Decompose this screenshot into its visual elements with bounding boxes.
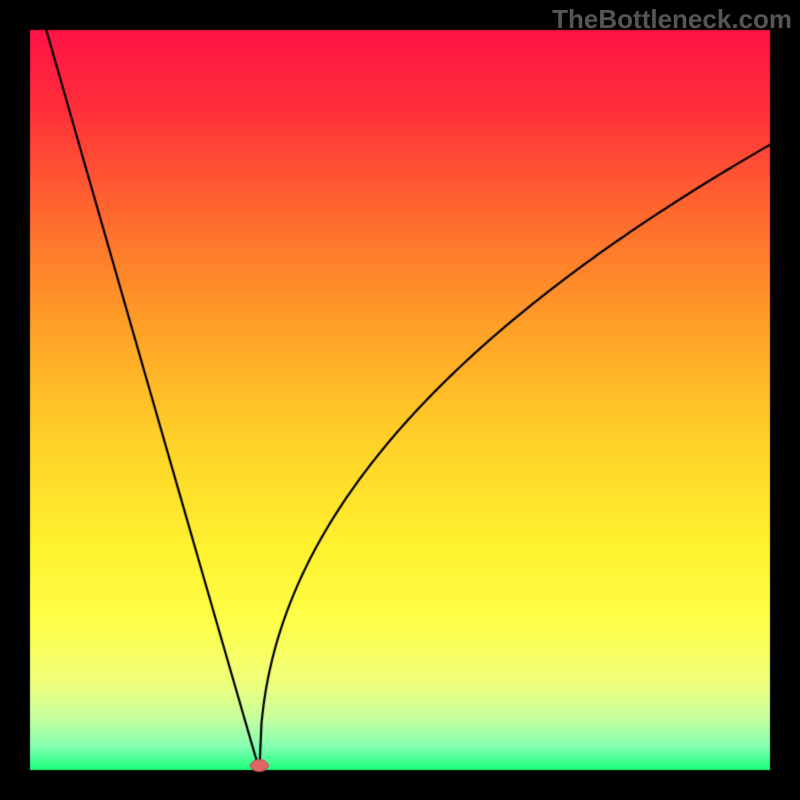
chart-container: TheBottleneck.com [0, 0, 800, 800]
bottleneck-chart [0, 0, 800, 800]
watermark-text: TheBottleneck.com [552, 4, 792, 35]
